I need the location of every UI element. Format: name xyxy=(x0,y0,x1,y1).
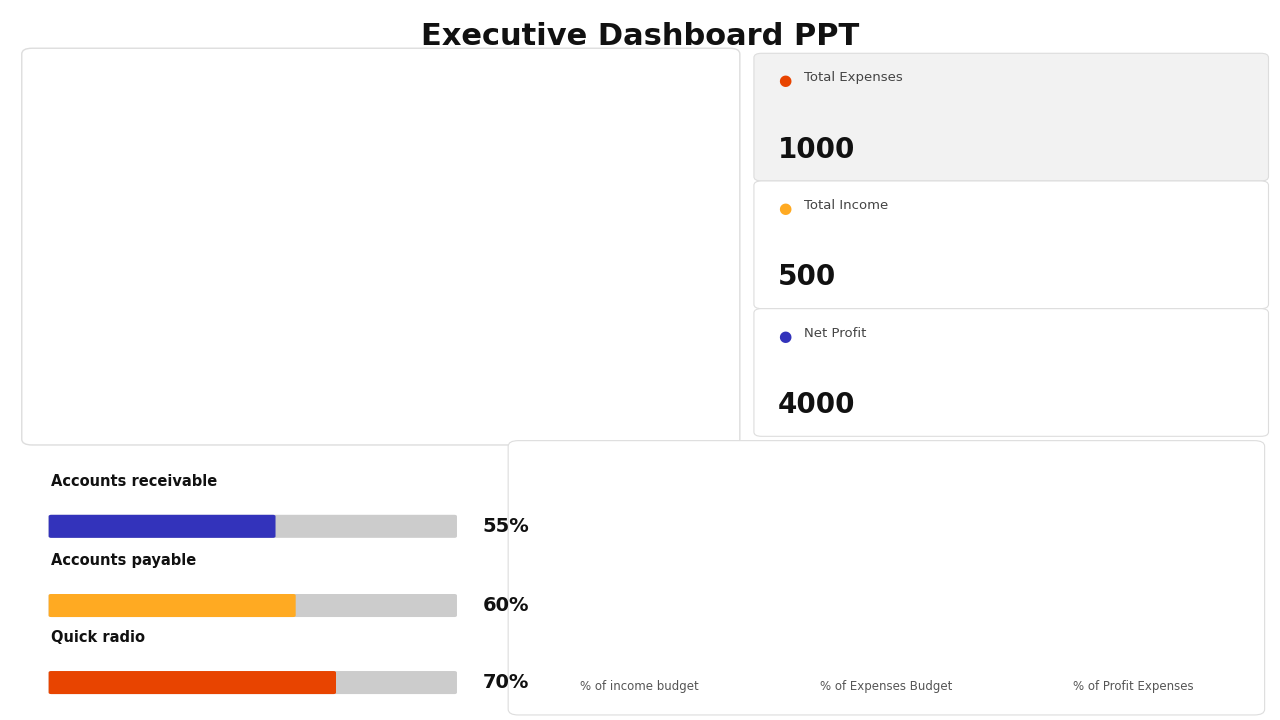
Bar xyxy=(485,202,522,477)
Text: Executive Dashboard PPT: Executive Dashboard PPT xyxy=(421,22,859,50)
Text: % of Expenses Budget: % of Expenses Budget xyxy=(820,680,952,693)
Text: Total Income: Total Income xyxy=(804,199,888,212)
Text: Total Expenses: Total Expenses xyxy=(804,71,902,84)
Wedge shape xyxy=(826,500,947,624)
Text: 4000: 4000 xyxy=(778,391,856,419)
Bar xyxy=(332,248,369,477)
Text: 70%: 70% xyxy=(1114,553,1153,571)
Text: Net Profit: Net Profit xyxy=(804,327,867,340)
Text: 70%: 70% xyxy=(483,673,529,692)
Bar xyxy=(566,248,602,477)
Bar xyxy=(449,202,485,477)
Bar xyxy=(142,184,179,477)
Text: 1000: 1000 xyxy=(778,135,855,163)
Wedge shape xyxy=(579,500,701,624)
Text: 40%: 40% xyxy=(867,553,906,571)
Bar xyxy=(602,156,639,477)
Bar xyxy=(412,156,449,477)
Text: 55%: 55% xyxy=(483,517,530,536)
Bar xyxy=(259,202,296,477)
Wedge shape xyxy=(1071,500,1194,624)
Text: Quick radio: Quick radio xyxy=(51,630,145,645)
Bar xyxy=(179,147,215,477)
Bar xyxy=(639,147,676,477)
Bar xyxy=(105,110,142,477)
Bar xyxy=(296,156,332,477)
Text: Accounts receivable: Accounts receivable xyxy=(51,474,218,489)
Text: 60%: 60% xyxy=(620,553,659,571)
Wedge shape xyxy=(604,500,701,624)
Text: % of income budget: % of income budget xyxy=(580,680,699,693)
Text: ●: ● xyxy=(778,201,791,216)
Wedge shape xyxy=(886,500,947,612)
Text: % of Profit Expenses: % of Profit Expenses xyxy=(1073,680,1193,693)
Text: ●: ● xyxy=(778,329,791,344)
Text: ●: ● xyxy=(778,73,791,89)
Text: Accounts payable: Accounts payable xyxy=(51,553,196,568)
Text: 60%: 60% xyxy=(483,596,529,615)
Wedge shape xyxy=(1075,500,1194,624)
Text: 500: 500 xyxy=(778,264,837,292)
